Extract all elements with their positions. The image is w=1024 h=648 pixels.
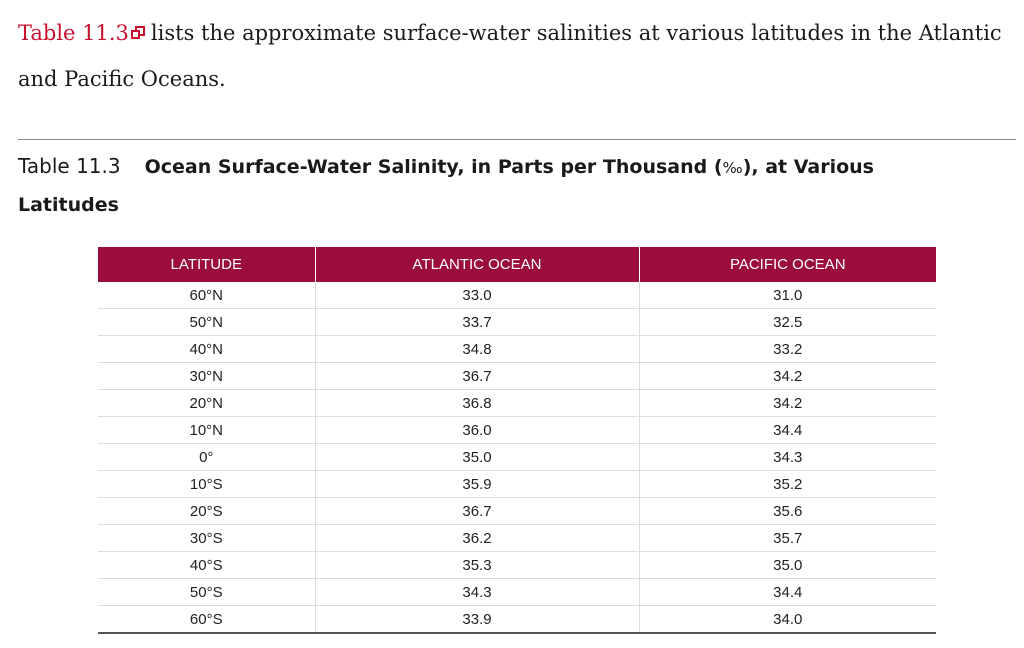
atlantic-cell: 34.8	[315, 335, 640, 363]
pacific-cell: 32.5	[639, 308, 936, 336]
table-title-end: ), at Various Latitudes	[18, 156, 874, 216]
atlantic-cell: 36.2	[315, 524, 640, 552]
table-row: 60°S 33.9 34.0	[98, 605, 936, 634]
latitude-cell: 10°N	[98, 416, 316, 444]
table-row: 30°S 36.2 35.7	[98, 524, 936, 552]
intro-paragraph: Table 11.3 lists the approximate surface-…	[18, 10, 1018, 102]
pacific-cell: 33.2	[639, 335, 936, 363]
atlantic-cell: 36.7	[315, 362, 640, 390]
atlantic-cell: 36.0	[315, 416, 640, 444]
atlantic-cell: 33.7	[315, 308, 640, 336]
table-row: 30°N 36.7 34.2	[98, 362, 936, 390]
atlantic-cell: 34.3	[315, 578, 640, 606]
latitude-cell: 10°S	[98, 470, 316, 498]
table-title: Ocean Surface-Water Salinity, in Parts p…	[144, 156, 723, 178]
table-number: Table 11.3	[18, 154, 121, 178]
atlantic-cell: 33.9	[315, 605, 640, 634]
table-row: 10°S 35.9 35.2	[98, 470, 936, 498]
pacific-cell: 34.2	[639, 362, 936, 390]
section-divider	[18, 139, 1016, 140]
latitude-cell: 20°S	[98, 497, 316, 525]
table-row: 10°N 36.0 34.4	[98, 416, 936, 444]
external-link-icon[interactable]	[130, 26, 145, 40]
pacific-cell: 34.2	[639, 389, 936, 417]
header-latitude: LATITUDE	[98, 247, 316, 282]
atlantic-cell: 35.3	[315, 551, 640, 579]
table-row: 40°N 34.8 33.2	[98, 335, 936, 363]
table-row: 50°S 34.3 34.4	[98, 578, 936, 606]
pacific-cell: 34.4	[639, 416, 936, 444]
table-row: 40°S 35.3 35.0	[98, 551, 936, 579]
latitude-cell: 50°S	[98, 578, 316, 606]
pacific-cell: 31.0	[639, 282, 936, 309]
table-row: 50°N 33.7 32.5	[98, 308, 936, 336]
pacific-cell: 34.4	[639, 578, 936, 606]
pacific-cell: 35.0	[639, 551, 936, 579]
intro-text: lists the approximate surface-water sali…	[18, 21, 1002, 91]
latitude-cell: 40°N	[98, 335, 316, 363]
pacific-cell: 34.0	[639, 605, 936, 634]
pacific-cell: 35.7	[639, 524, 936, 552]
pacific-cell: 35.6	[639, 497, 936, 525]
table-row: 0° 35.0 34.3	[98, 443, 936, 471]
atlantic-cell: 35.0	[315, 443, 640, 471]
header-pacific: PACIFIC OCEAN	[639, 247, 936, 282]
table-row: 20°N 36.8 34.2	[98, 389, 936, 417]
atlantic-cell: 36.7	[315, 497, 640, 525]
table-row: 60°N 33.0 31.0	[98, 282, 936, 309]
latitude-cell: 30°N	[98, 362, 316, 390]
pacific-cell: 35.2	[639, 470, 936, 498]
latitude-cell: 50°N	[98, 308, 316, 336]
atlantic-cell: 35.9	[315, 470, 640, 498]
salinity-table: LATITUDE ATLANTIC OCEAN PACIFIC OCEAN 60…	[98, 247, 936, 634]
latitude-cell: 60°N	[98, 282, 316, 309]
table-link[interactable]: Table 11.3	[18, 21, 151, 45]
table-link-text: Table 11.3	[18, 21, 129, 45]
table-caption: Table 11.3 Ocean Surface-Water Salinity, …	[18, 148, 978, 224]
atlantic-cell: 36.8	[315, 389, 640, 417]
latitude-cell: 0°	[98, 443, 316, 471]
permille-symbol: ‰	[722, 159, 743, 177]
pacific-cell: 34.3	[639, 443, 936, 471]
table-header-row: LATITUDE ATLANTIC OCEAN PACIFIC OCEAN	[98, 247, 936, 282]
table-row: 20°S 36.7 35.6	[98, 497, 936, 525]
latitude-cell: 60°S	[98, 605, 316, 634]
latitude-cell: 30°S	[98, 524, 316, 552]
latitude-cell: 40°S	[98, 551, 316, 579]
atlantic-cell: 33.0	[315, 282, 640, 309]
header-atlantic: ATLANTIC OCEAN	[315, 247, 640, 282]
latitude-cell: 20°N	[98, 389, 316, 417]
